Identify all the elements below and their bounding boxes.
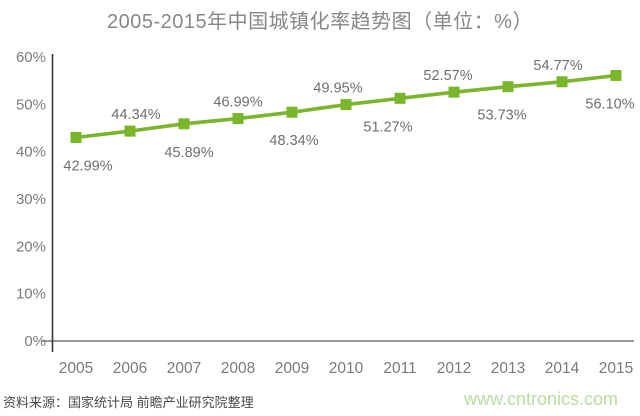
x-tick-label: 2012 (437, 360, 471, 377)
data-point-marker (556, 76, 568, 88)
x-tick-label: 2014 (545, 360, 580, 377)
y-tick-label: 0% (24, 333, 46, 350)
x-tick-label: 2006 (113, 360, 147, 377)
data-point-marker (70, 132, 82, 144)
y-tick-label: 60% (16, 49, 46, 66)
x-tick-label: 2009 (275, 360, 309, 377)
y-tick-label: 20% (16, 238, 46, 255)
data-point-label: 52.57% (423, 68, 472, 84)
x-tick-label: 2008 (221, 360, 255, 377)
data-point-label: 46.99% (213, 95, 262, 111)
data-point-label: 49.95% (313, 81, 362, 97)
data-point-label: 56.10% (585, 96, 634, 112)
data-point-marker (286, 106, 298, 118)
y-tick-label: 10% (16, 286, 46, 303)
y-tick-label: 40% (16, 144, 46, 161)
data-point-label: 45.89% (164, 145, 213, 161)
data-point-label: 51.27% (363, 119, 412, 135)
data-point-marker (448, 86, 460, 98)
source-note: 资料来源：国家统计局 前瞻产业研究院整理 (3, 395, 254, 410)
data-point-label: 53.73% (477, 108, 526, 124)
x-tick-label: 2010 (329, 360, 364, 377)
data-point-label: 54.77% (533, 58, 582, 74)
data-point-marker (232, 113, 244, 125)
data-point-marker (394, 92, 406, 104)
data-point-label: 44.34% (111, 107, 160, 123)
data-point-label: 42.99% (63, 159, 112, 175)
y-tick-label: 50% (16, 96, 46, 113)
data-point-marker (340, 99, 352, 111)
data-point-marker (178, 118, 190, 130)
x-tick-label: 2015 (599, 360, 633, 377)
data-point-marker (610, 69, 622, 81)
x-tick-label: 2013 (491, 360, 525, 377)
data-point-marker (124, 125, 136, 137)
x-tick-label: 2005 (59, 360, 93, 377)
x-tick-label: 2011 (383, 360, 416, 377)
data-point-marker (502, 81, 514, 93)
chart-title: 2005-2015年中国城镇化率趋势图（单位：%） (107, 11, 533, 33)
data-point-label: 48.34% (269, 133, 318, 149)
x-tick-label: 2007 (167, 360, 201, 377)
y-tick-label: 30% (16, 191, 46, 208)
watermark-link[interactable]: www.cntronics.com (463, 389, 618, 409)
